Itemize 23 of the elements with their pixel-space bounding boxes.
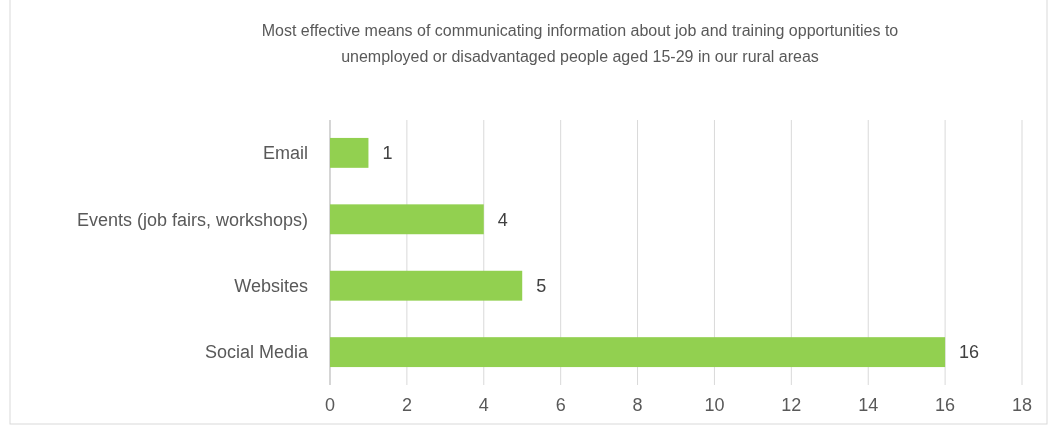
chart-title: Most effective means of communicating information about job and training opportunities to unemployed or disadvantaged people aged 15-29 in our rural areas [261, 22, 899, 65]
y-tick-label: Websites [234, 276, 308, 297]
y-tick-label: Social Media [204, 342, 309, 363]
x-tick-label: 10 [704, 395, 725, 415]
bar [330, 204, 484, 235]
x-tick-label: 4 [478, 395, 489, 415]
x-tick-label: 0 [324, 395, 336, 415]
data-label: 1 [382, 143, 393, 164]
x-tick-label: 6 [555, 395, 566, 415]
data-label: 4 [497, 209, 508, 230]
bar [330, 270, 523, 301]
data-label: 16 [959, 342, 980, 363]
y-tick-label: Email [262, 143, 308, 164]
x-tick-label: 12 [781, 395, 802, 415]
x-tick-label: 2 [401, 395, 412, 415]
bar [330, 337, 946, 368]
x-tick-label: 16 [935, 395, 956, 415]
x-tick-label: 8 [632, 395, 643, 415]
x-tick-label: 18 [1011, 395, 1033, 415]
data-label: 5 [536, 276, 547, 297]
bar [330, 137, 369, 168]
x-tick-label: 14 [858, 395, 879, 415]
y-tick-label: Events (job fairs, workshops) [76, 209, 308, 230]
